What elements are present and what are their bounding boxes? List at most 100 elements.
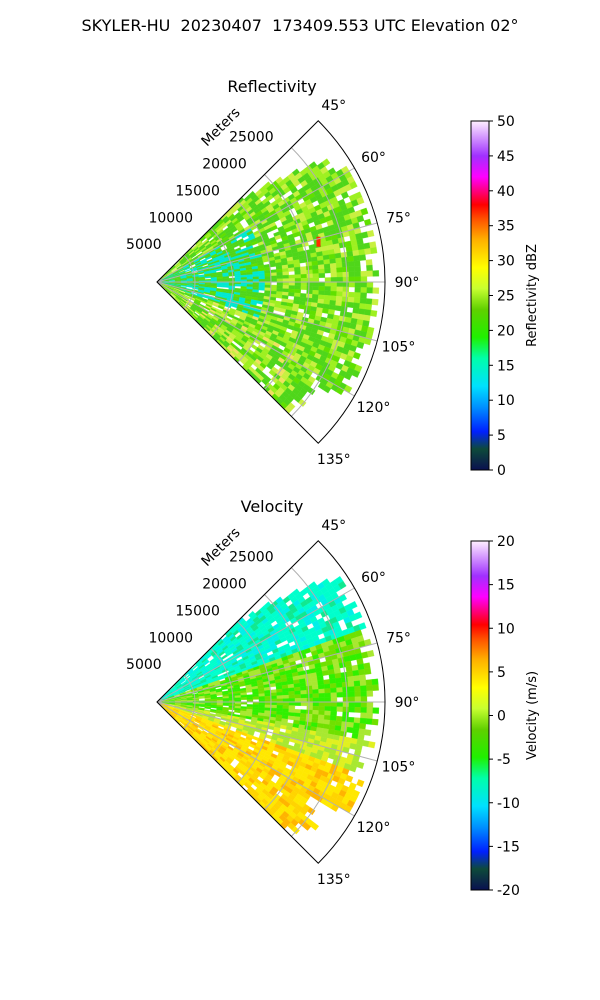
radar-cell: [276, 704, 284, 709]
radar-cell: [329, 263, 337, 269]
radar-cell: [294, 686, 301, 692]
angle-tick-label: 45°: [321, 98, 346, 114]
radar-cell: [329, 258, 337, 264]
angle-tick-label: 75°: [386, 630, 411, 646]
radar-cell: [300, 697, 308, 703]
radar-cell: [228, 707, 235, 711]
radar-cell: [300, 701, 308, 707]
radar-cell: [365, 303, 372, 311]
radar-cell: [234, 283, 242, 287]
radar-cell: [323, 263, 331, 269]
radar-cell: [288, 691, 295, 696]
radar-cell: [358, 728, 366, 736]
radar-cell: [300, 686, 307, 691]
radar-cell: [246, 276, 254, 280]
radar-cell: [354, 281, 362, 288]
radar-cell: [312, 701, 320, 707]
radar-cell: [276, 688, 283, 693]
radar-cell: [276, 271, 283, 276]
colorbar-tick-label: 10: [497, 621, 515, 637]
radar-cell: [330, 286, 338, 292]
radar-cell: [317, 679, 325, 686]
radar-cell: [318, 290, 325, 296]
azimuth-spoke: [156, 701, 378, 762]
radar-cell: [359, 717, 367, 725]
radar-cell: [294, 285, 302, 290]
colorbar-tick-label: -20: [497, 883, 520, 899]
colorbar-label: Reflectivity dBZ: [525, 244, 540, 347]
radar-cell: [321, 158, 331, 167]
angle-tick-label: 105°: [382, 760, 416, 776]
radar-cell: [352, 351, 361, 360]
radar-cell: [258, 696, 266, 700]
radar-cell: [346, 250, 354, 258]
radar-cell: [372, 287, 380, 294]
radar-cell: [336, 286, 344, 292]
radar-cell: [341, 716, 349, 723]
azimuth-spoke: [156, 642, 378, 703]
radar-panel-2: Velocity 45° 60° 75° 90° 105° 120° 135° 5000 1000…: [126, 497, 540, 899]
radar-cell: [335, 300, 343, 307]
radar-cell: [312, 693, 320, 699]
radar-cell: [234, 277, 242, 281]
radar-cell: [360, 690, 368, 697]
colorbar-tick-label: 15: [497, 358, 515, 374]
angle-tick-label: 120°: [357, 400, 391, 416]
radar-cell: [366, 264, 373, 272]
radar-cell: [287, 715, 295, 721]
radar-cell: [360, 287, 368, 294]
radar-cell: [306, 701, 314, 707]
radar-cell: [336, 272, 344, 278]
radar-cell: [342, 701, 350, 708]
radar-cell: [322, 385, 332, 394]
radar-cell: [264, 272, 272, 277]
radar-cell: [342, 281, 350, 288]
radar-cell: [334, 672, 342, 679]
radar-cell: [357, 663, 365, 671]
radar-cell: [317, 714, 325, 720]
radar-cell: [258, 276, 266, 280]
radar-cell: [306, 277, 314, 283]
radar-cell: [340, 251, 348, 258]
radar-cell: [288, 701, 296, 706]
radar-cell: [311, 260, 319, 266]
radar-cell: [348, 271, 356, 278]
radar-cell: [364, 729, 372, 736]
radar-cell: [330, 290, 337, 297]
radar-cell: [366, 707, 374, 714]
radar-cell: [306, 689, 313, 695]
radar-cell: [353, 675, 361, 682]
radar-cell: [252, 704, 260, 708]
range-tick-label: 10000: [148, 630, 193, 646]
radar-cell: [252, 284, 260, 288]
radar-cell: [337, 580, 347, 590]
radar-cell: [323, 259, 331, 265]
radar-cell: [349, 181, 358, 190]
radar-cell: [318, 286, 326, 291]
radar-cell: [330, 687, 337, 694]
radar-cell: [282, 705, 290, 710]
radar-cell: [318, 268, 325, 274]
radar-cell: [360, 292, 367, 299]
radar-cell: [311, 680, 319, 686]
radar-cell: [300, 270, 307, 275]
radar-cell: [330, 706, 338, 712]
colorbar-tick-label: 5: [497, 665, 506, 681]
radar-cell: [347, 721, 355, 729]
radar-cell: [234, 709, 241, 714]
radar-cell: [335, 715, 343, 722]
angle-tick-label: 105°: [382, 340, 416, 356]
azimuth-spoke: [156, 167, 355, 283]
angle-tick-label: 90°: [395, 275, 420, 291]
radar-cell: [318, 697, 326, 703]
radar-cell: [221, 654, 228, 660]
radar-cell: [294, 289, 301, 294]
radar-cell: [372, 684, 379, 691]
radar-cell: [342, 291, 349, 298]
radar-cell: [288, 281, 296, 286]
radar-cell: [358, 308, 366, 316]
colorbar-tick-label: 30: [497, 254, 515, 270]
radar-cell: [288, 274, 296, 279]
radar-cell: [334, 305, 342, 312]
radar-cell: [282, 285, 290, 290]
